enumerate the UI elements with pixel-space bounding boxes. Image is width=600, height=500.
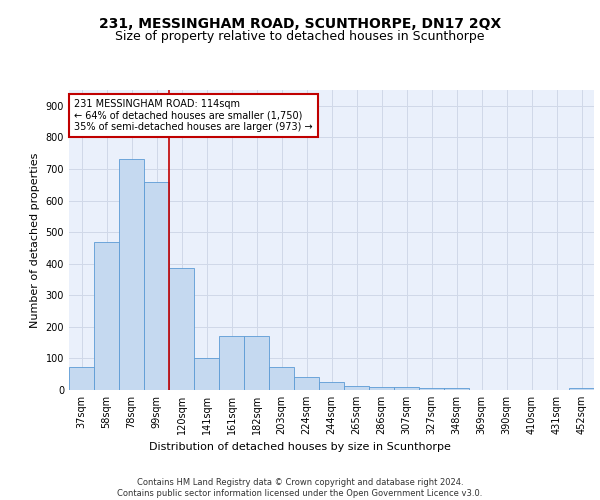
- Bar: [94, 242, 119, 390]
- Text: Distribution of detached houses by size in Scunthorpe: Distribution of detached houses by size …: [149, 442, 451, 452]
- Bar: [419, 388, 444, 390]
- Bar: [319, 382, 344, 390]
- Bar: [194, 358, 219, 390]
- Bar: [144, 182, 169, 390]
- Bar: [244, 336, 269, 390]
- Bar: [394, 387, 419, 390]
- Bar: [369, 387, 394, 390]
- Bar: [294, 376, 319, 390]
- Bar: [119, 160, 144, 390]
- Bar: [444, 388, 469, 390]
- Bar: [569, 388, 594, 390]
- Text: Contains HM Land Registry data © Crown copyright and database right 2024.
Contai: Contains HM Land Registry data © Crown c…: [118, 478, 482, 498]
- Bar: [269, 368, 294, 390]
- Bar: [69, 368, 94, 390]
- Bar: [344, 386, 369, 390]
- Text: 231 MESSINGHAM ROAD: 114sqm
← 64% of detached houses are smaller (1,750)
35% of : 231 MESSINGHAM ROAD: 114sqm ← 64% of det…: [74, 99, 313, 132]
- Bar: [219, 336, 244, 390]
- Y-axis label: Number of detached properties: Number of detached properties: [30, 152, 40, 328]
- Bar: [169, 268, 194, 390]
- Text: 231, MESSINGHAM ROAD, SCUNTHORPE, DN17 2QX: 231, MESSINGHAM ROAD, SCUNTHORPE, DN17 2…: [99, 18, 501, 32]
- Text: Size of property relative to detached houses in Scunthorpe: Size of property relative to detached ho…: [115, 30, 485, 43]
